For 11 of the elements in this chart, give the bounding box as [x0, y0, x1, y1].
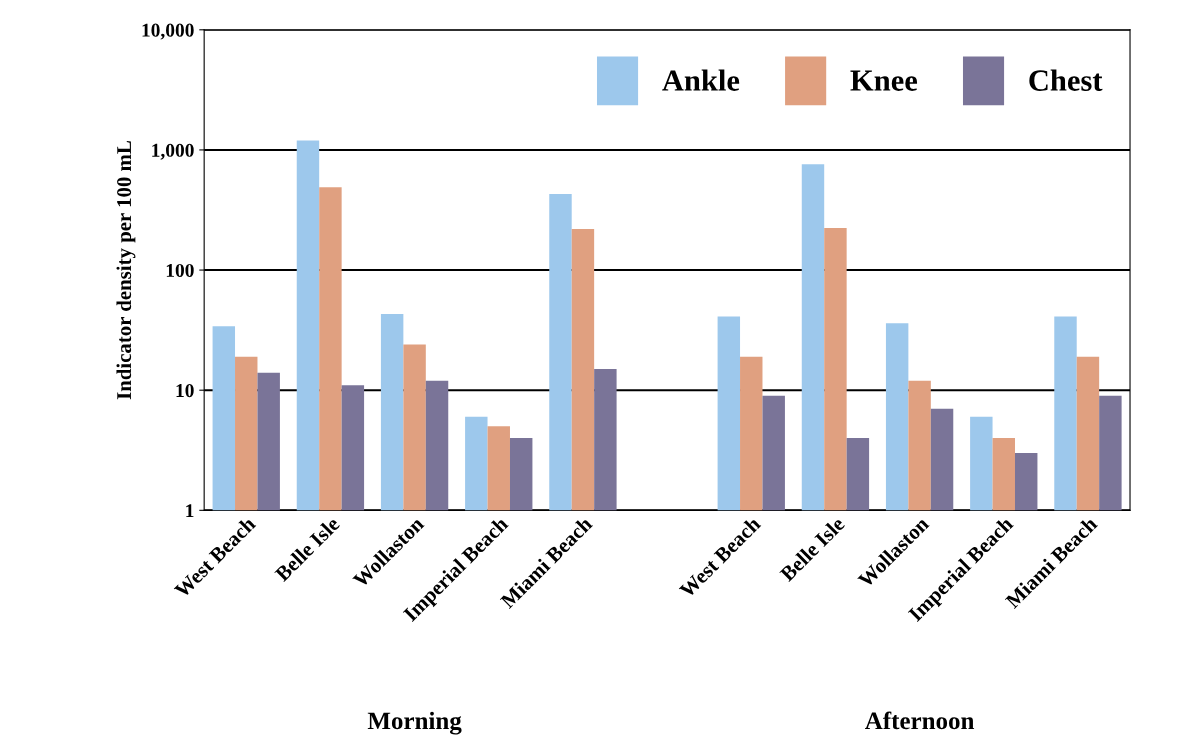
y-tick-label: 1: [186, 504, 194, 518]
y-tick-label: 1,000: [152, 143, 194, 160]
legend-label: Knee: [850, 70, 918, 91]
legend-label: Ankle: [662, 69, 740, 91]
legend-label: Chest: [1029, 69, 1103, 91]
y-tick-label: 10: [176, 384, 194, 398]
text: Morning: [367, 711, 462, 735]
y-tick-label: 10,000: [142, 23, 194, 40]
text: Afternoon: [865, 711, 975, 730]
y-axis-title: Indicator density per 100 mL: [116, 141, 136, 400]
y-tick-label: 100: [166, 263, 194, 277]
